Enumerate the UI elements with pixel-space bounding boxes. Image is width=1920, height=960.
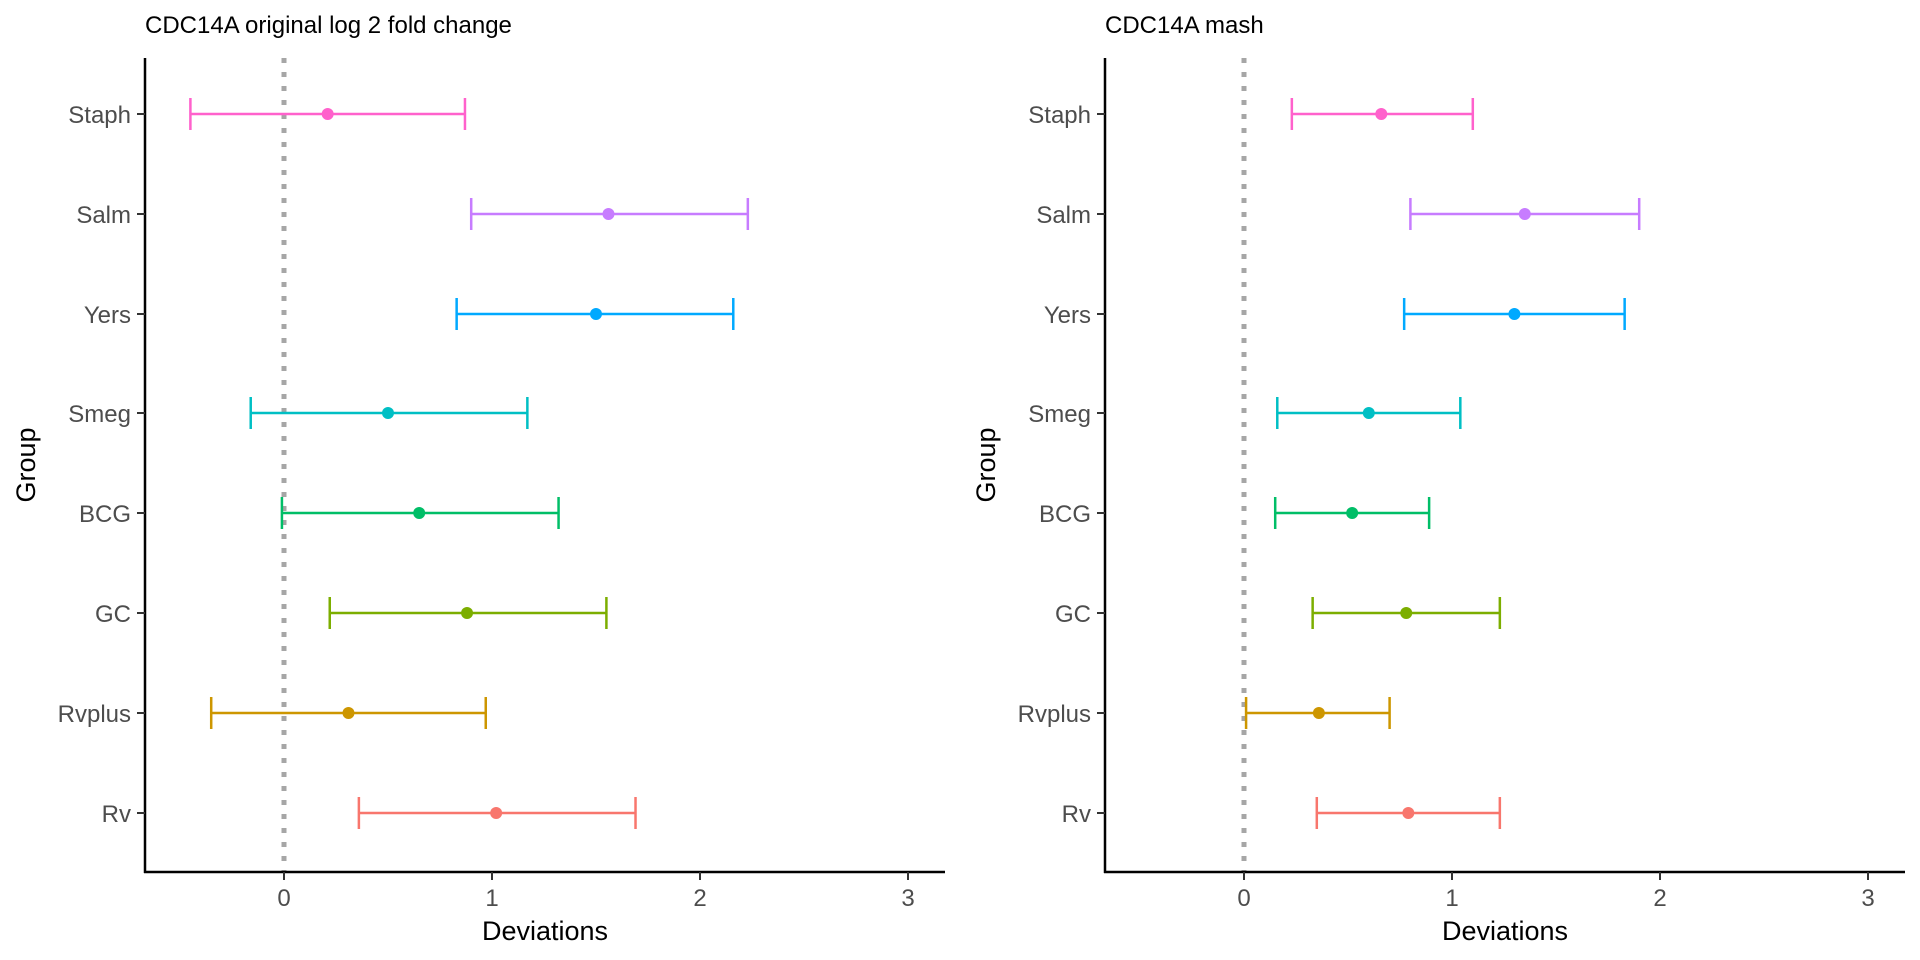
y-axis-title: Group <box>971 427 1001 502</box>
point-rvplus <box>342 707 355 719</box>
y-tick-label-rvplus: Rvplus <box>58 701 131 728</box>
point-rvplus <box>1312 707 1325 719</box>
x-tick-label: 2 <box>693 885 706 912</box>
chart-title: CDC14A mash <box>1105 12 1264 39</box>
point-yers <box>590 308 602 320</box>
x-tick-label: 2 <box>1653 885 1666 912</box>
point-gc <box>461 607 474 619</box>
x-tick-label: 3 <box>1861 885 1874 912</box>
y-tick-label-staph: Staph <box>68 102 131 129</box>
x-tick-label: 0 <box>1237 885 1250 912</box>
panel-original-log2-fold-change: CDC14A original log 2 fold change 0 1 2 3 Rv R… <box>11 12 945 946</box>
point-smeg <box>1362 407 1375 419</box>
y-tick-label-smeg: Smeg <box>68 401 131 428</box>
y-tick-label-salm: Salm <box>1036 202 1091 229</box>
x-tick-label: 1 <box>1445 885 1458 912</box>
x-axis-title: Deviations <box>482 916 608 946</box>
y-axis-title: Group <box>11 427 41 502</box>
y-tick-label-rvplus: Rvplus <box>1018 701 1091 728</box>
chart-title: CDC14A original log 2 fold change <box>145 12 512 39</box>
y-tick-label-yers: Yers <box>1044 302 1091 329</box>
point-staph <box>1375 108 1388 120</box>
y-tick-label-staph: Staph <box>1028 102 1091 129</box>
point-staph <box>321 108 334 120</box>
point-gc <box>1400 607 1413 619</box>
point-salm <box>1518 208 1531 220</box>
y-tick-label-rv: Rv <box>102 801 131 828</box>
x-tick-label: 3 <box>901 885 914 912</box>
y-tick-label-gc: GC <box>95 601 131 628</box>
point-smeg <box>382 407 394 419</box>
point-bcg <box>1346 507 1359 519</box>
panel-mash: CDC14A mash 0 1 2 3 Rv Rvplus GC BCG Smeg Yers Salm… <box>971 12 1905 946</box>
point-bcg <box>413 507 426 519</box>
y-tick-label-yers: Yers <box>84 302 131 329</box>
point-rv <box>490 807 503 819</box>
point-rv <box>1402 807 1415 819</box>
y-tick-label-bcg: BCG <box>1039 501 1091 528</box>
y-tick-label-bcg: BCG <box>79 501 131 528</box>
y-tick-label-salm: Salm <box>76 202 131 229</box>
y-tick-label-gc: GC <box>1055 601 1091 628</box>
point-salm <box>602 208 615 220</box>
x-axis-title: Deviations <box>1442 916 1568 946</box>
y-tick-label-smeg: Smeg <box>1028 401 1091 428</box>
x-tick-label: 0 <box>277 885 290 912</box>
x-tick-label: 1 <box>485 885 498 912</box>
point-yers <box>1508 308 1521 320</box>
y-tick-label-rv: Rv <box>1062 801 1091 828</box>
